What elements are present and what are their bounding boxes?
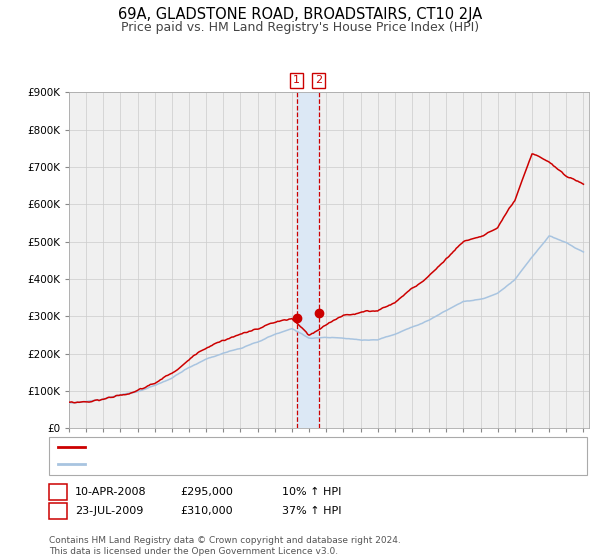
- Text: 10% ↑ HPI: 10% ↑ HPI: [282, 487, 341, 497]
- Bar: [296, 92, 319, 428]
- Text: 37% ↑ HPI: 37% ↑ HPI: [282, 506, 341, 516]
- Text: HPI: Average price, detached house, Thanet: HPI: Average price, detached house, Than…: [90, 459, 335, 469]
- Text: 69A, GLADSTONE ROAD, BROADSTAIRS, CT10 2JA (detached house): 69A, GLADSTONE ROAD, BROADSTAIRS, CT10 2…: [90, 442, 468, 452]
- Text: 1: 1: [55, 487, 62, 497]
- Text: £310,000: £310,000: [180, 506, 233, 516]
- Text: 23-JUL-2009: 23-JUL-2009: [75, 506, 143, 516]
- Text: 69A, GLADSTONE ROAD, BROADSTAIRS, CT10 2JA: 69A, GLADSTONE ROAD, BROADSTAIRS, CT10 2…: [118, 7, 482, 22]
- Text: Contains HM Land Registry data © Crown copyright and database right 2024.
This d: Contains HM Land Registry data © Crown c…: [49, 536, 401, 556]
- Text: £295,000: £295,000: [180, 487, 233, 497]
- Text: 2: 2: [315, 76, 322, 86]
- Text: 2: 2: [55, 506, 62, 516]
- Text: 10-APR-2008: 10-APR-2008: [75, 487, 146, 497]
- Text: 1: 1: [293, 76, 300, 86]
- Text: Price paid vs. HM Land Registry's House Price Index (HPI): Price paid vs. HM Land Registry's House …: [121, 21, 479, 34]
